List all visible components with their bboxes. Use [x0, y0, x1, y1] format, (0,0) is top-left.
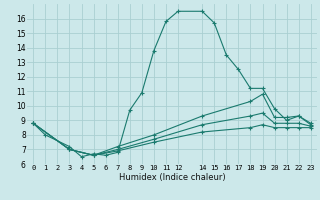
X-axis label: Humidex (Indice chaleur): Humidex (Indice chaleur) — [119, 173, 225, 182]
